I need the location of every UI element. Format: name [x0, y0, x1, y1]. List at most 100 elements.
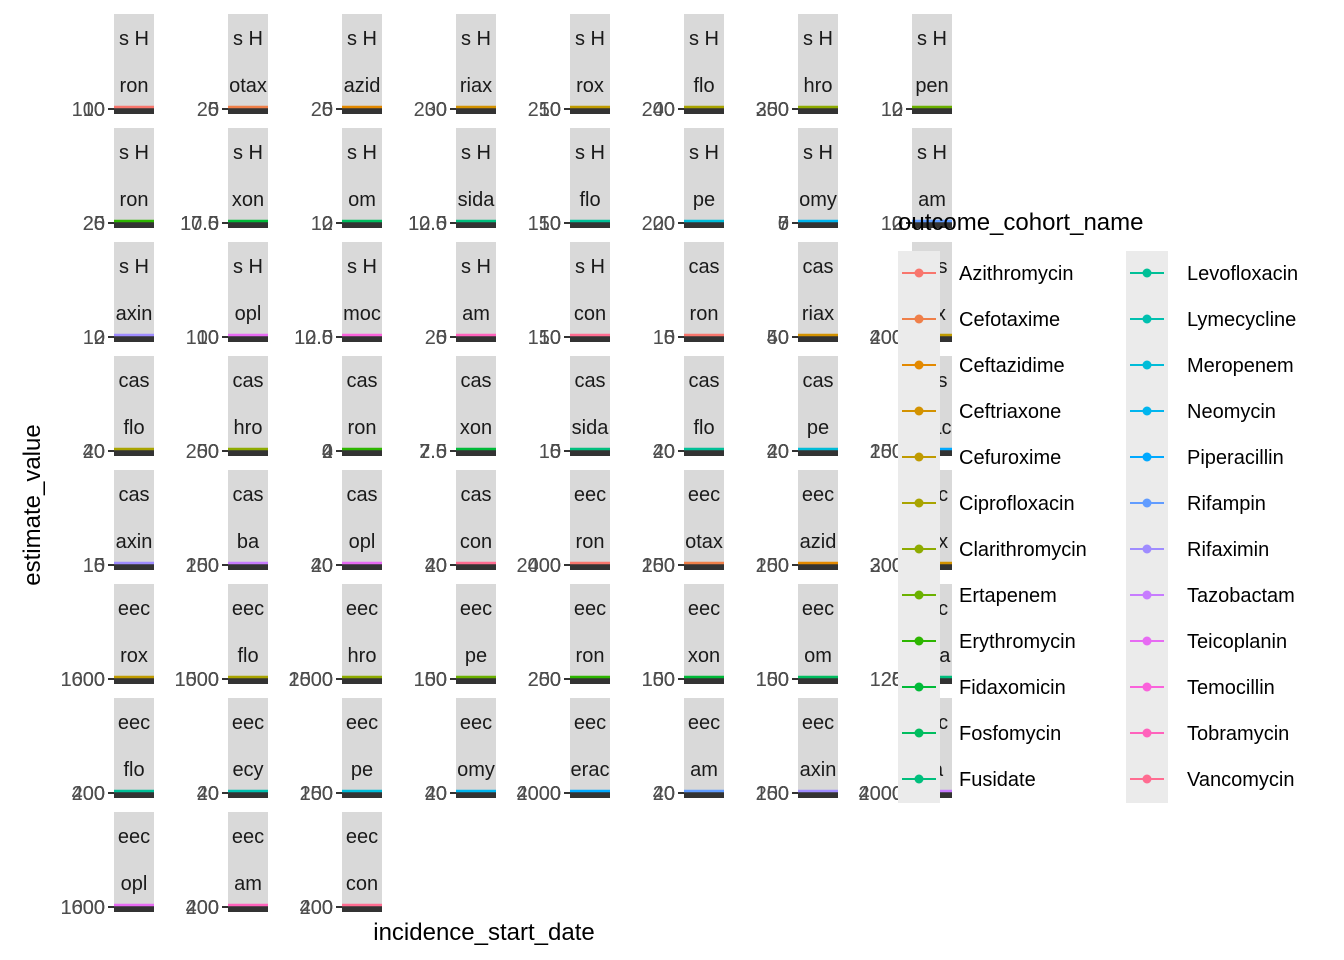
x-axis-title: incidence_start_date [373, 919, 594, 946]
y-tick-label: 300 [870, 555, 903, 577]
panel-plot-area [798, 448, 838, 456]
facet-strip-label-1: cas [460, 370, 491, 392]
facet-strip-label-1: s H [347, 28, 377, 50]
y-tick-label: 10.0 [408, 213, 447, 235]
facet-strip-bottom [228, 744, 268, 790]
facet-strip-bottom [114, 288, 154, 334]
facet-strip-label-2: ron [576, 531, 605, 553]
y-tick-label: 4000 [517, 783, 562, 805]
facet-strip-top [456, 698, 496, 744]
facet-strip-bottom [456, 288, 496, 334]
facet-strip-bottom [798, 174, 838, 220]
facet-strip-label-1: cas [802, 370, 833, 392]
facet-strip-label-2: hro [348, 645, 377, 667]
facet-strip-label-2: xon [232, 189, 264, 211]
facet-strip-label-2: con [346, 873, 378, 895]
facet-strip-label-2: am [918, 189, 946, 211]
legend-key-point [1142, 360, 1152, 370]
panel-plot-area [684, 676, 724, 684]
facet-strip-label-1: cas [688, 256, 719, 278]
y-tick-label: 200 [642, 99, 675, 121]
panel-plot-area [114, 334, 154, 342]
panel-plot-area [114, 220, 154, 228]
facet-strip-label-1: s H [689, 28, 719, 50]
legend-label: Piperacillin [1187, 447, 1284, 469]
facet-strip-top [456, 584, 496, 630]
y-tick-label: 0 [550, 441, 561, 463]
facet-strip-top [456, 242, 496, 288]
panel-plot-area [228, 334, 268, 342]
facet-strip-bottom [228, 174, 268, 220]
legend-label: Tazobactam [1187, 585, 1295, 607]
legend-key-point [914, 360, 924, 370]
facet-strip-bottom [114, 858, 154, 904]
legend-key-point [914, 498, 924, 508]
facet-strip-bottom [228, 630, 268, 676]
facet-strip-top [798, 698, 838, 744]
facet-strip-top [684, 356, 724, 402]
facet-strip-label-2: flo [123, 759, 144, 781]
y-tick-label: 200 [870, 327, 903, 349]
facet-strip-top [798, 356, 838, 402]
panel-plot-area [456, 790, 496, 798]
facet-strip-label-1: s H [347, 142, 377, 164]
y-tick-label: 0 [322, 555, 333, 577]
legend-item: Piperacillin [1130, 447, 1284, 469]
facet-strip-bottom [456, 402, 496, 448]
y-tick-label: 0 [892, 327, 903, 349]
y-tick-label: 400 [72, 783, 105, 805]
facet-strip-top [570, 584, 610, 630]
facet-strip-top [570, 128, 610, 174]
facet-strip-top [342, 584, 382, 630]
facet-strip-label-2: riax [460, 75, 492, 97]
facet-strip-top [684, 128, 724, 174]
y-tick-label: 20 [197, 783, 219, 805]
y-tick-label: 0 [436, 555, 447, 577]
legend-label: Rifaximin [1187, 539, 1269, 561]
panel-plot-area [114, 904, 154, 912]
panel-plot-area [342, 448, 382, 456]
legend-label: Fusidate [959, 769, 1036, 791]
facet-strip-bottom [228, 402, 268, 448]
y-tick-label: 0 [550, 327, 561, 349]
facet-strip-top [114, 812, 154, 858]
legend-key-point [914, 590, 924, 600]
y-tick-label: 100 [642, 669, 675, 691]
facet-strip-bottom [570, 288, 610, 334]
facet-strip-bottom [228, 288, 268, 334]
y-tick-label: 5 [322, 99, 333, 121]
facet-strip-top [228, 812, 268, 858]
facet-strip-label-2: riax [802, 303, 834, 325]
legend-item: Vancomycin [1130, 769, 1294, 791]
legend-item: Levofloxacin [1130, 263, 1298, 285]
y-tick-label: 50 [197, 441, 219, 463]
panel-plot-area [570, 220, 610, 228]
y-tick-label: 0 [322, 327, 333, 349]
y-tick-label: 0 [664, 213, 675, 235]
legend-item: Temocillin [1130, 677, 1275, 699]
y-tick-label: 200 [756, 555, 789, 577]
y-tick-label: 0 [436, 669, 447, 691]
y-tick-label: 0 [94, 213, 105, 235]
y-tick-label: 20 [653, 783, 675, 805]
y-tick-label: 20 [83, 213, 105, 235]
y-tick-label: 0 [550, 213, 561, 235]
y-tick-label: 150 [642, 669, 675, 691]
facet-strip-bottom [342, 288, 382, 334]
y-tick-label: 4000 [859, 783, 904, 805]
legend-label: Levofloxacin [1187, 263, 1298, 285]
legend-key-point [914, 774, 924, 784]
y-tick-label: 40 [311, 555, 333, 577]
legend-key-point [1142, 590, 1152, 600]
facet-strip-label-1: eec [802, 598, 834, 620]
y-tick-label: 1500 [175, 669, 220, 691]
y-tick-label: 150 [528, 213, 561, 235]
